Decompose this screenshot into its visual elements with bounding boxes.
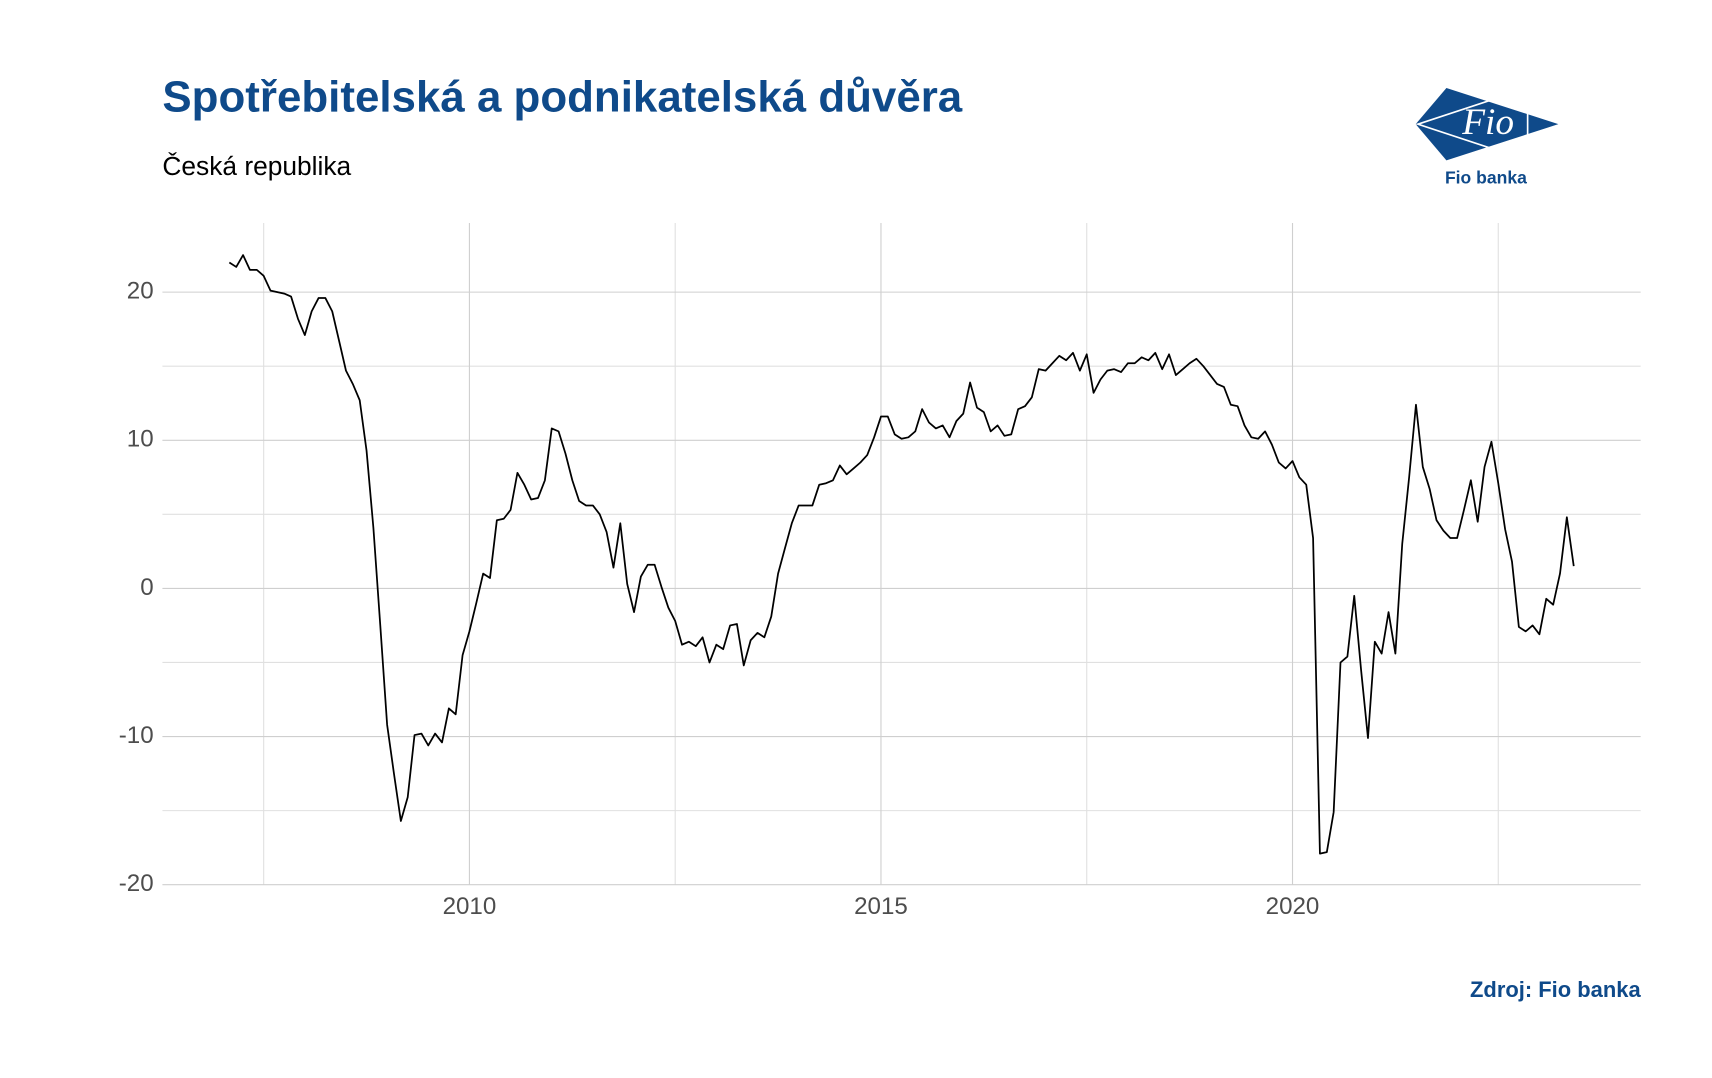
x-tick-label: 2020 [1266, 893, 1320, 920]
logo-outline [1415, 86, 1529, 162]
x-tick-label: 2015 [854, 893, 908, 920]
logo-mark: Fio [1461, 102, 1514, 143]
plot-area: -20 -10 0 10 20 2010 2015 2020 [119, 222, 1641, 920]
y-tick-label: 20 [127, 277, 154, 304]
chart-title: Spotřebitelská a podnikatelská důvěra [162, 73, 962, 122]
data-line [228, 254, 1575, 855]
source-note: Zdroj: Fio banka [1470, 977, 1641, 1002]
logo-name: Fio banka [1445, 168, 1527, 188]
y-tick-label: 0 [140, 574, 153, 601]
chart-subtitle: Česká republika [162, 151, 351, 181]
y-tick-label: 10 [127, 426, 154, 453]
logo: Fio Fio banka [1415, 86, 1559, 188]
logo-shape [1415, 87, 1559, 161]
y-tick-label: -20 [119, 870, 154, 897]
x-tick-label: 2010 [443, 893, 497, 920]
y-tick-label: -10 [119, 722, 154, 749]
